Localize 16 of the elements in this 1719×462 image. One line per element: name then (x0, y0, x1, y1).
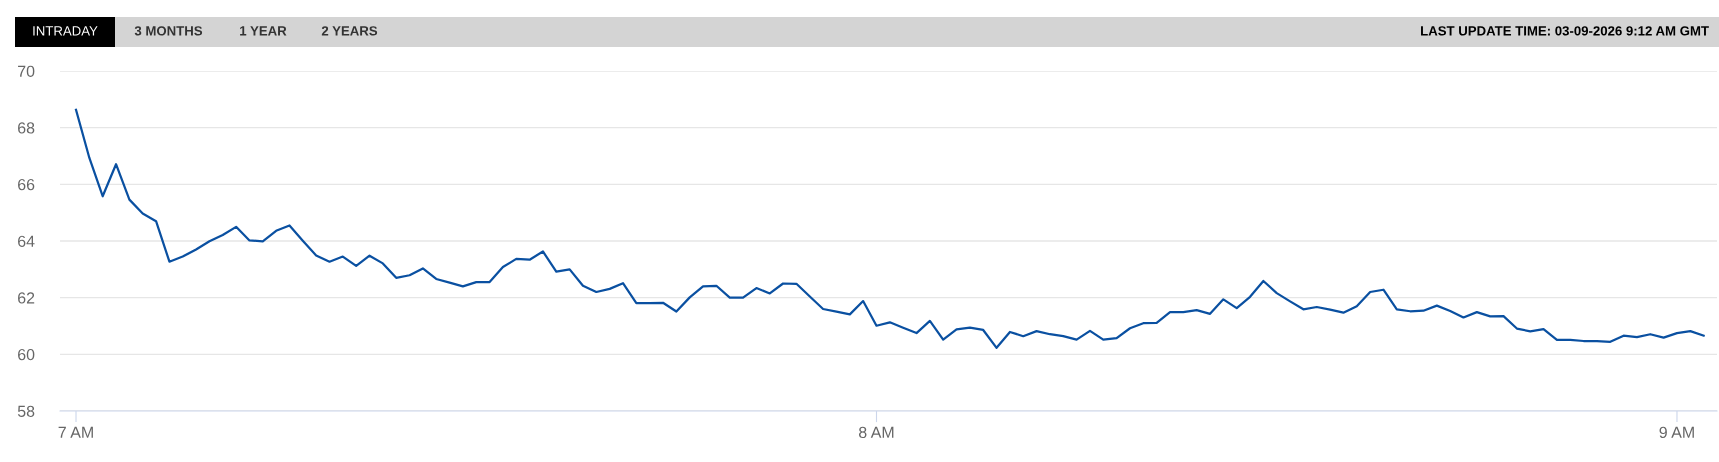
text: 2 YEARS (321, 26, 378, 36)
text: 3 MONTHS (134, 26, 203, 36)
text: INTRADAY (33, 26, 98, 36)
x-tick-label: 7 AM (58, 426, 93, 438)
y-tick-label: 60 (18, 348, 35, 361)
x-tick-label: 9 AM (1659, 426, 1694, 439)
y-tick-label: 70 (18, 65, 35, 77)
y-tick-label: 68 (18, 122, 35, 134)
text: 1 YEAR (240, 26, 287, 36)
y-tick-label: 64 (18, 235, 35, 247)
y-tick-label: 62 (18, 292, 35, 304)
chart-subtitle: LAST UPDATE TIME: 03-09-2026 9:12 AM GMT (1421, 26, 1709, 36)
line-series (74, 108, 1705, 349)
y-tick-label: 66 (18, 178, 35, 191)
x-tick-label: 8 AM (858, 426, 894, 439)
y-tick-label: 58 (17, 405, 35, 417)
